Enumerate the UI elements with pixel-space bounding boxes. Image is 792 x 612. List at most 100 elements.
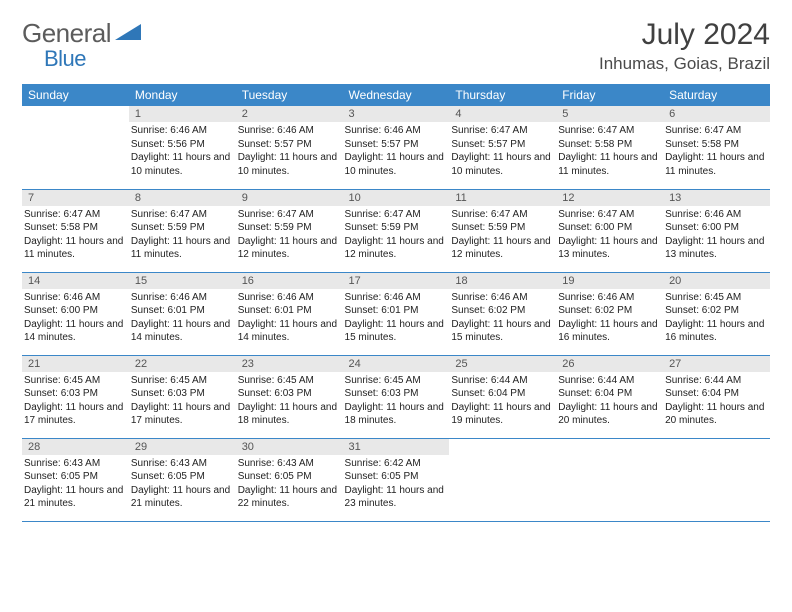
calendar-cell: 8Sunrise: 6:47 AMSunset: 5:59 PMDaylight… [129,189,236,272]
sunrise-line: Sunrise: 6:44 AM [451,374,552,388]
daylight-line: Daylight: 11 hours and 13 minutes. [665,235,766,262]
calendar-cell: 1Sunrise: 6:46 AMSunset: 5:56 PMDaylight… [129,106,236,189]
day-number: 28 [22,439,129,455]
calendar-cell: 25Sunrise: 6:44 AMSunset: 6:04 PMDayligh… [449,355,556,438]
day-body: Sunrise: 6:45 AMSunset: 6:03 PMDaylight:… [129,372,236,430]
day-number: 14 [22,273,129,289]
sunset-line: Sunset: 6:05 PM [131,470,232,484]
calendar-cell: 30Sunrise: 6:43 AMSunset: 6:05 PMDayligh… [236,438,343,521]
sunset-line: Sunset: 5:57 PM [238,138,339,152]
calendar-table: SundayMondayTuesdayWednesdayThursdayFrid… [22,84,770,522]
sunrise-line: Sunrise: 6:43 AM [238,457,339,471]
day-number: 1 [129,106,236,122]
page-header: General Blue July 2024 Inhumas, Goias, B… [22,18,770,74]
sunrise-line: Sunrise: 6:46 AM [238,291,339,305]
sunset-line: Sunset: 5:58 PM [558,138,659,152]
sunrise-line: Sunrise: 6:45 AM [665,291,766,305]
calendar-cell [556,438,663,521]
sunset-line: Sunset: 6:05 PM [238,470,339,484]
sunrise-line: Sunrise: 6:44 AM [558,374,659,388]
day-body: Sunrise: 6:42 AMSunset: 6:05 PMDaylight:… [343,455,450,513]
daylight-line: Daylight: 11 hours and 17 minutes. [24,401,125,428]
day-body: Sunrise: 6:45 AMSunset: 6:03 PMDaylight:… [343,372,450,430]
calendar-cell: 12Sunrise: 6:47 AMSunset: 6:00 PMDayligh… [556,189,663,272]
sunset-line: Sunset: 5:59 PM [131,221,232,235]
day-number: 19 [556,273,663,289]
day-number: 16 [236,273,343,289]
sunrise-line: Sunrise: 6:47 AM [451,208,552,222]
calendar-cell: 21Sunrise: 6:45 AMSunset: 6:03 PMDayligh… [22,355,129,438]
calendar-cell: 4 Sunrise: 6:47 AMSunset: 5:57 PMDaylight… [449,106,556,189]
sunset-line: Sunset: 6:00 PM [24,304,125,318]
day-body: Sunrise: 6:44 AMSunset: 6:04 PMDaylight:… [663,372,770,430]
calendar-cell: 15Sunrise: 6:46 AMSunset: 6:01 PMDayligh… [129,272,236,355]
day-number: 27 [663,356,770,372]
day-number: 29 [129,439,236,455]
day-body: Sunrise: 6:47 AMSunset: 6:00 PMDaylight:… [556,206,663,264]
day-number: 2 [236,106,343,122]
daylight-line: Daylight: 11 hours and 16 minutes. [558,318,659,345]
sunrise-line: Sunrise: 6:47 AM [345,208,446,222]
weekday-header: Thursday [449,84,556,106]
day-body: Sunrise: 6:44 AMSunset: 6:04 PMDaylight:… [449,372,556,430]
calendar-cell: 20Sunrise: 6:45 AMSunset: 6:02 PMDayligh… [663,272,770,355]
sunrise-line: Sunrise: 6:42 AM [345,457,446,471]
sunset-line: Sunset: 5:57 PM [451,138,552,152]
calendar-body: 1Sunrise: 6:46 AMSunset: 5:56 PMDaylight… [22,106,770,521]
day-number: 26 [556,356,663,372]
day-body: Sunrise: 6:46 AMSunset: 5:57 PMDaylight:… [343,122,450,180]
day-body: Sunrise: 6:47 AMSunset: 5:59 PMDaylight:… [129,206,236,264]
sunset-line: Sunset: 6:01 PM [345,304,446,318]
day-body: Sunrise: 6:43 AMSunset: 6:05 PMDaylight:… [236,455,343,513]
sunset-line: Sunset: 6:00 PM [665,221,766,235]
location-text: Inhumas, Goias, Brazil [599,54,770,74]
daylight-line: Daylight: 11 hours and 14 minutes. [238,318,339,345]
day-body: Sunrise: 6:45 AMSunset: 6:02 PMDaylight:… [663,289,770,347]
daylight-line: Daylight: 11 hours and 15 minutes. [345,318,446,345]
day-body: Sunrise: 6:46 AMSunset: 6:01 PMDaylight:… [129,289,236,347]
sunrise-line: Sunrise: 6:47 AM [451,124,552,138]
sunset-line: Sunset: 6:01 PM [131,304,232,318]
sunset-line: Sunset: 5:58 PM [665,138,766,152]
calendar-cell: 28Sunrise: 6:43 AMSunset: 6:05 PMDayligh… [22,438,129,521]
calendar-row: 28Sunrise: 6:43 AMSunset: 6:05 PMDayligh… [22,438,770,521]
sunrise-line: Sunrise: 6:43 AM [131,457,232,471]
day-body: Sunrise: 6:47 AMSunset: 5:58 PMDaylight:… [22,206,129,264]
daylight-line: Daylight: 11 hours and 10 minutes. [451,151,552,178]
sunrise-line: Sunrise: 6:46 AM [451,291,552,305]
calendar-row: 14Sunrise: 6:46 AMSunset: 6:00 PMDayligh… [22,272,770,355]
day-number: 20 [663,273,770,289]
sunset-line: Sunset: 6:02 PM [558,304,659,318]
day-number: 4 [449,106,556,122]
daylight-line: Daylight: 11 hours and 13 minutes. [558,235,659,262]
sunrise-line: Sunrise: 6:46 AM [345,291,446,305]
calendar-cell: 5Sunrise: 6:47 AMSunset: 5:58 PMDaylight… [556,106,663,189]
brand-part2: Blue [44,46,86,72]
calendar-cell [22,106,129,189]
day-number: 9 [236,190,343,206]
title-block: July 2024 Inhumas, Goias, Brazil [599,18,770,74]
day-number: 21 [22,356,129,372]
day-body: Sunrise: 6:46 AMSunset: 5:56 PMDaylight:… [129,122,236,180]
daylight-line: Daylight: 11 hours and 11 minutes. [131,235,232,262]
day-number: 22 [129,356,236,372]
sunrise-line: Sunrise: 6:46 AM [24,291,125,305]
calendar-head: SundayMondayTuesdayWednesdayThursdayFrid… [22,84,770,106]
daylight-line: Daylight: 11 hours and 10 minutes. [345,151,446,178]
sunset-line: Sunset: 6:02 PM [451,304,552,318]
sunrise-line: Sunrise: 6:47 AM [558,208,659,222]
calendar-cell: 22Sunrise: 6:45 AMSunset: 6:03 PMDayligh… [129,355,236,438]
sunset-line: Sunset: 5:57 PM [345,138,446,152]
daylight-line: Daylight: 11 hours and 16 minutes. [665,318,766,345]
daylight-line: Daylight: 11 hours and 20 minutes. [665,401,766,428]
day-number: 13 [663,190,770,206]
day-body: Sunrise: 6:47 AMSunset: 5:59 PMDaylight:… [449,206,556,264]
calendar-cell [663,438,770,521]
calendar-cell: 24Sunrise: 6:45 AMSunset: 6:03 PMDayligh… [343,355,450,438]
sunrise-line: Sunrise: 6:46 AM [558,291,659,305]
daylight-line: Daylight: 11 hours and 21 minutes. [24,484,125,511]
day-number: 17 [343,273,450,289]
day-body: Sunrise: 6:46 AMSunset: 6:02 PMDaylight:… [449,289,556,347]
sunset-line: Sunset: 5:59 PM [451,221,552,235]
calendar-cell: 23Sunrise: 6:45 AMSunset: 6:03 PMDayligh… [236,355,343,438]
